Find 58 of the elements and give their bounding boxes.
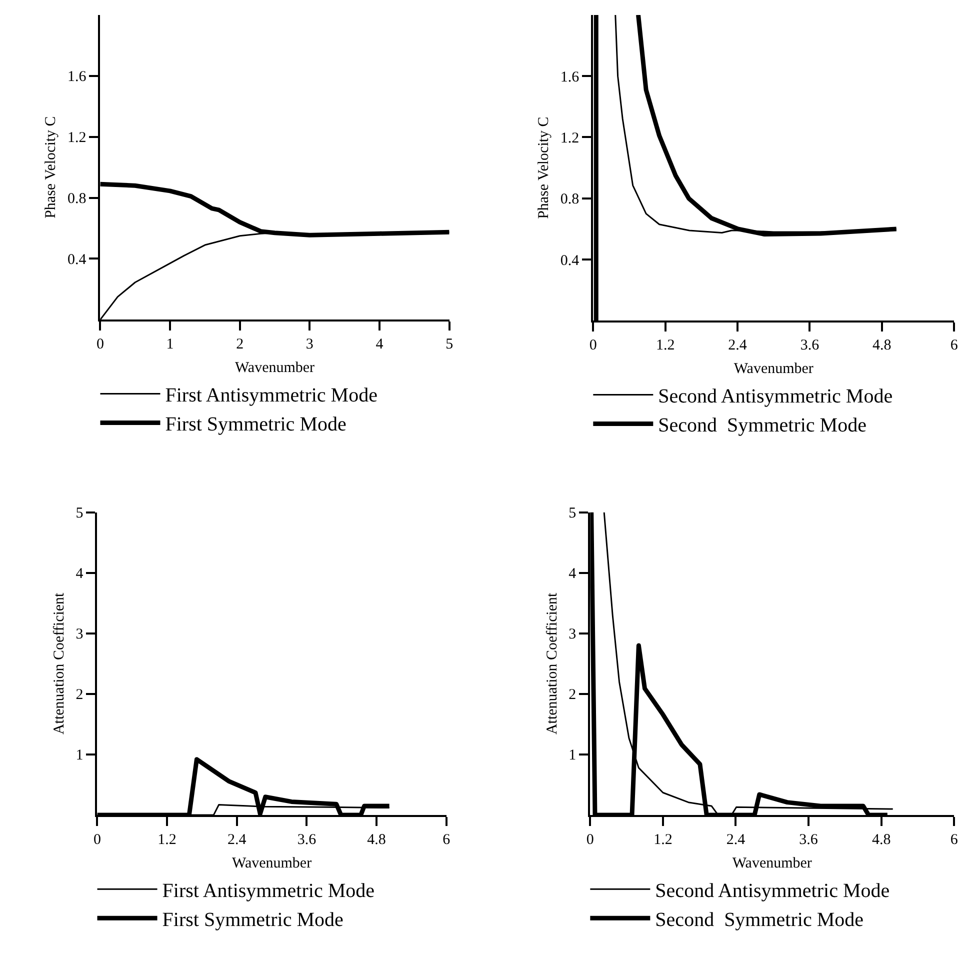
legend-label: Second Antisymmetric Mode [655,880,890,902]
x-axis-title: Wavenumber [732,856,812,872]
x-axis-title: Wavenumber [734,361,814,378]
y-tick-label: 1.6 [560,69,580,86]
x-tick-label: 1.2 [656,338,675,354]
x-axis-title: Wavenumber [234,360,315,376]
y-axis-title: Phase Velocity C [43,116,60,218]
x-tick-label: 3.6 [297,832,317,848]
y-tick-label: 0.4 [67,252,87,268]
y-tick-label: 0.8 [67,191,86,208]
y-tick-label: 1.2 [67,130,86,146]
legend-label: First Antisymmetric Mode [162,880,375,902]
y-tick-label: 0.4 [560,252,580,269]
x-tick-label: 3.6 [799,832,818,848]
y-tick-label: 3 [568,626,576,643]
x-tick-label: 4.8 [367,832,386,848]
y-tick-label: 1.2 [560,130,580,146]
y-tick-label: 1.6 [67,69,87,86]
x-axis-title: Wavenumber [232,856,312,872]
x-tick-label: 2.4 [227,832,247,848]
legend-label: First Antisymmetric Mode [165,384,378,407]
y-tick-label: 1 [568,748,576,764]
x-tick-label: 6 [950,832,958,848]
y-tick-label: 2 [568,687,576,704]
y-tick-label: 2 [76,687,84,704]
x-tick-label: 0 [589,338,597,354]
y-axis-title: Phase Velocity C [536,116,552,219]
x-tick-label: 1.2 [654,832,672,848]
x-tick-label: 2.4 [726,832,746,848]
x-tick-label: 0 [96,336,104,353]
x-tick-label: 4 [376,336,384,353]
x-tick-label: 6 [950,338,958,354]
legend-label: First Symmetric Mode [162,908,344,931]
x-tick-label: 0 [586,832,594,848]
y-tick-label: 5 [568,506,576,522]
x-tick-label: 2 [236,336,244,353]
y-tick-label: 4 [76,566,84,582]
y-tick-label: 5 [76,506,84,522]
x-tick-label: 6 [442,832,451,848]
y-axis-title: Attenuation Coefficient [51,592,68,735]
x-tick-label: 4.8 [872,832,891,848]
x-tick-label: 3.6 [800,338,820,354]
x-tick-label: 0 [93,832,101,848]
x-tick-label: 2.4 [728,338,748,354]
y-tick-label: 4 [568,566,577,582]
x-tick-label: 1 [166,336,174,353]
x-tick-label: 3 [306,336,314,353]
y-axis-title: Attenuation Coefficient [544,592,560,735]
legend-label: Second Symmetric Mode [655,908,864,931]
legend-label: Second Symmetric Mode [658,414,867,437]
x-tick-label: 4.8 [872,338,892,354]
y-tick-label: 3 [76,626,84,643]
x-tick-label: 5 [446,336,454,353]
y-tick-label: 1 [76,748,84,764]
y-tick-label: 0.8 [560,192,580,208]
legend-label: Second Antisymmetric Mode [658,386,893,408]
legend-label: First Symmetric Mode [165,414,346,436]
x-tick-label: 1.2 [158,832,176,848]
